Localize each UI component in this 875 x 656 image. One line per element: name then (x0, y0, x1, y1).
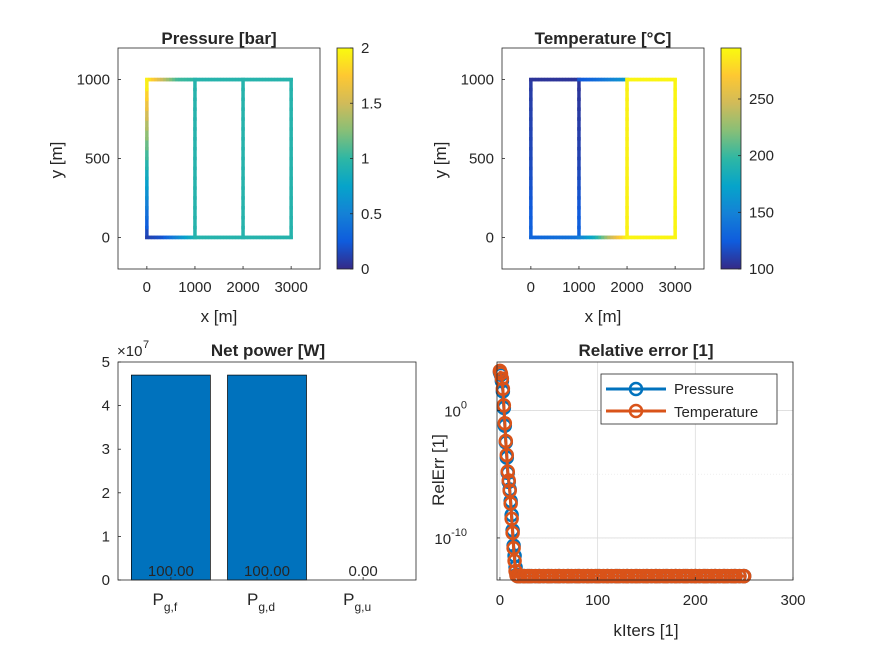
net-power-panel: Net power [W] ×10 7 100.00 100.00 0.00 Pg,… (102, 339, 417, 614)
bar-data-label: 100.00 (244, 563, 290, 580)
temperature-title: Temperature [°C] (535, 29, 672, 48)
x-tick-label: 1000 (178, 279, 211, 296)
colorbar-tick-label: 150 (749, 204, 774, 221)
series-marker (501, 473, 516, 488)
colorbar-tick-label: 2 (361, 40, 369, 57)
net-power-axis-ticks: Pg,f Pg,d Pg,u 0 1 2 3 4 5 (102, 354, 371, 614)
series-marker (507, 553, 522, 569)
pressure-axis-ticks: 0 1000 2000 3000 0 500 1000 (77, 72, 308, 296)
relative-error-title: Relative error [1] (578, 341, 713, 360)
legend-temperature-marker (628, 403, 644, 419)
net-power-bars: 100.00 100.00 0.00 (131, 374, 378, 581)
series-marker (504, 511, 519, 527)
y-tick-label: 0 (102, 229, 110, 246)
y-tick-label: 5 (102, 354, 110, 371)
series-markers-temperature (492, 363, 752, 584)
legend-temperature-label: Temperature (674, 404, 758, 421)
y-tick-label: 500 (85, 151, 110, 168)
temperature-colorbar (720, 47, 742, 270)
relative-error-y-label: RelErr [1] (429, 434, 448, 506)
pressure-x-label: x [m] (201, 307, 238, 326)
relative-error-x-label: kIters [1] (613, 621, 678, 640)
y-tick-label: 0 (102, 572, 110, 589)
series-marker (494, 371, 510, 386)
series-marker (736, 568, 751, 584)
pressure-title: Pressure [bar] (161, 29, 276, 48)
relative-error-axes-box (496, 361, 794, 581)
y-tick-label: 1000 (461, 72, 494, 89)
bar-2 (227, 374, 307, 581)
x-tick-label: 2000 (610, 279, 643, 296)
series-marker (505, 525, 520, 541)
relative-error-axis-ticks: 0 100 200 300 100 10-10 (434, 399, 805, 609)
y-tick-label: 500 (469, 151, 494, 168)
net-power-exponent-power: 7 (143, 339, 149, 351)
series-marker (496, 398, 512, 413)
x-tick-label: 300 (780, 592, 805, 609)
colorbar-tick-label: 100 (749, 261, 774, 278)
y-tick-label: 4 (102, 398, 110, 415)
pressure-panel: Pressure [bar] 0 1000 2000 3000 0 500 1000 x [… (47, 29, 382, 326)
net-power-exponent: ×10 7 (117, 339, 149, 360)
x-tick-label: 200 (683, 592, 708, 609)
y-tick-label: 1 (102, 528, 110, 545)
bar-1 (131, 374, 211, 581)
pressure-network-edges (145, 77, 293, 240)
series-marker (503, 496, 518, 511)
net-power-exponent-base: ×10 (117, 343, 142, 360)
series-marker (500, 464, 515, 479)
x-tick-label: 0 (143, 279, 151, 296)
temperature-panel: Temperature [°C] 0 1000 2000 3000 0 500 1000 x… (431, 29, 774, 326)
x-tick-label: Pg,f (153, 590, 178, 614)
relative-error-panel: Relative error [1] 0 100 200 300 100 10-10 kI… (429, 341, 806, 640)
series-marker (497, 415, 513, 431)
temperature-axis-ticks: 0 1000 2000 3000 0 500 1000 (461, 72, 692, 296)
x-tick-label: 3000 (658, 279, 691, 296)
colorbar-tick-label: 200 (749, 148, 774, 165)
temperature-network-edges (529, 77, 677, 240)
colorbar-tick-label: 1.5 (361, 95, 382, 112)
series-marker (499, 447, 515, 463)
y-tick-label: 3 (102, 441, 110, 458)
net-power-title: Net power [W] (211, 341, 325, 360)
y-tick-label: 1000 (77, 72, 110, 89)
bar-data-label: 0.00 (349, 563, 378, 580)
legend-box (600, 373, 778, 425)
x-tick-label: 0 (496, 592, 504, 609)
temperature-colorbar-ticks: 100 150 200 250 (738, 91, 774, 278)
bar-data-label: 100.00 (148, 563, 194, 580)
relative-error-legend: Pressure Temperature (600, 373, 778, 425)
y-tick-label: 10-10 (434, 527, 467, 548)
x-tick-label: 0 (527, 279, 535, 296)
y-tick-label: 100 (444, 399, 467, 420)
x-tick-label: 1000 (562, 279, 595, 296)
relative-error-lines (492, 363, 752, 584)
colorbar-tick-label: 0 (361, 261, 369, 278)
pressure-colorbar-ticks: 0 0.5 1 1.5 2 (350, 40, 382, 278)
x-tick-label: 3000 (274, 279, 307, 296)
x-tick-label: 2000 (226, 279, 259, 296)
temperature-y-label: y [m] (431, 142, 450, 179)
colorbar-tick-label: 0.5 (361, 206, 382, 223)
colorbar-tick-label: 250 (749, 91, 774, 108)
legend-pressure-marker (628, 381, 644, 397)
series-marker (498, 433, 514, 449)
y-tick-label: 0 (486, 229, 494, 246)
x-tick-label: Pg,u (343, 590, 371, 614)
y-tick-label: 2 (102, 485, 110, 502)
x-tick-label: 100 (585, 592, 610, 609)
temperature-x-label: x [m] (585, 307, 622, 326)
colorbar-tick-label: 1 (361, 151, 369, 168)
x-tick-label: Pg,d (247, 590, 275, 614)
pressure-y-label: y [m] (47, 142, 66, 179)
legend-pressure-label: Pressure (674, 381, 734, 398)
